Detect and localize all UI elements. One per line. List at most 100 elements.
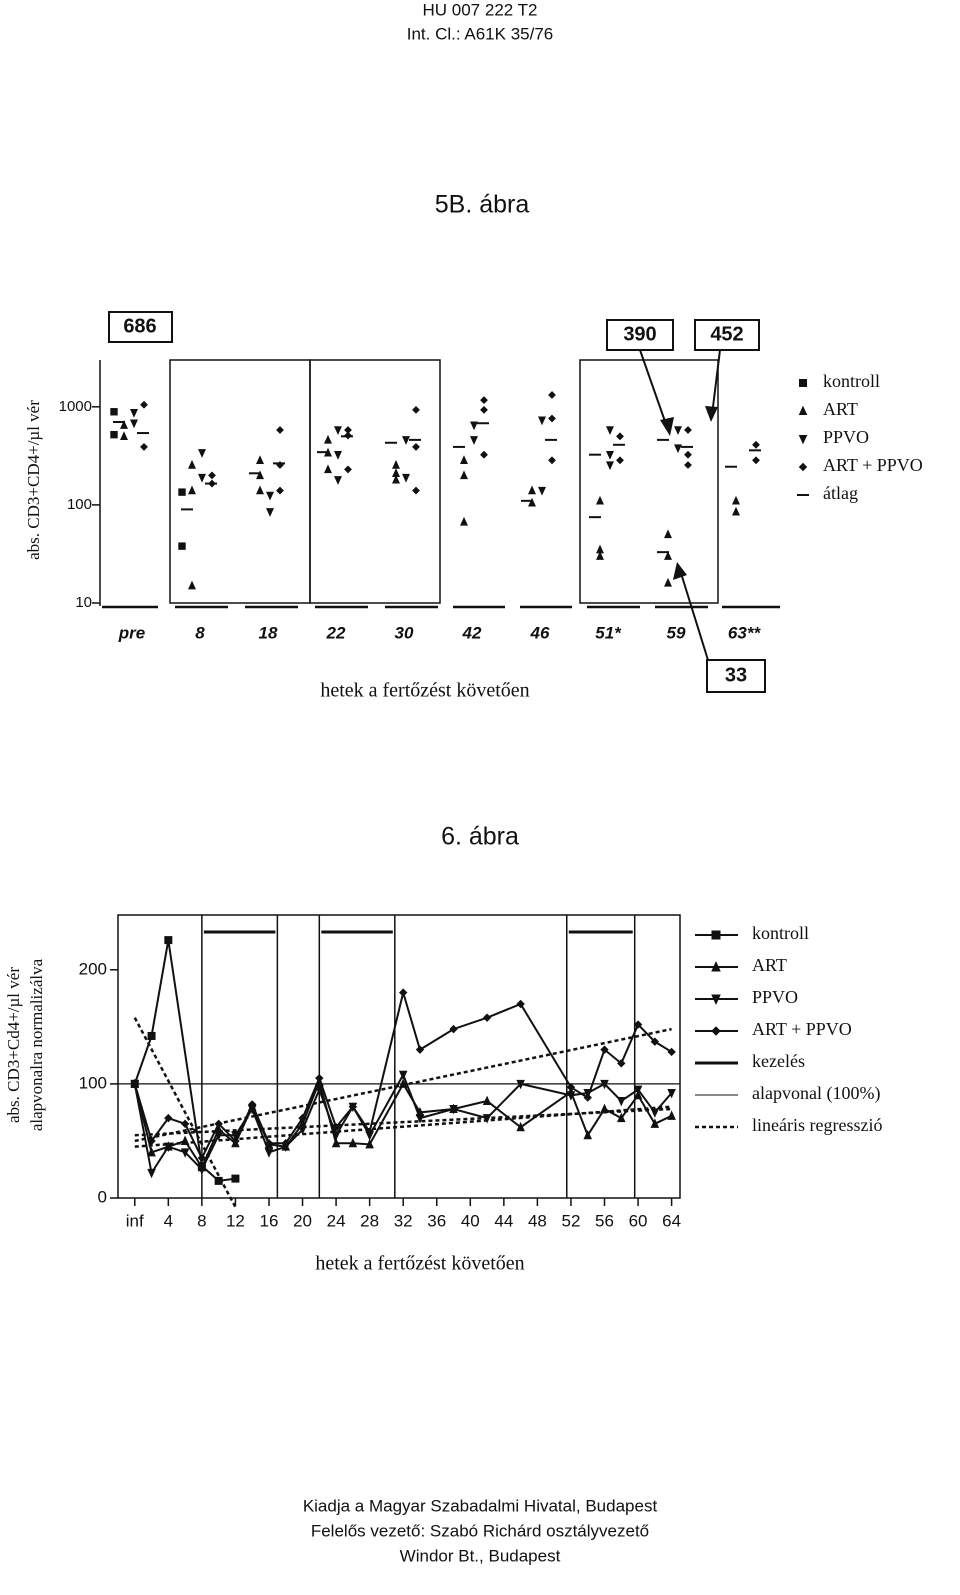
marker-triangle-up [392, 459, 400, 469]
x-tick-label: 59 [667, 623, 686, 642]
marker-square [231, 1174, 240, 1183]
marker-diamond [616, 456, 624, 465]
legend-label: átlag [823, 483, 858, 503]
marker-triangle-up [516, 1121, 525, 1132]
marker-triangle-down [164, 1142, 173, 1153]
marker-triangle-down [674, 426, 682, 436]
marker-triangle-down [606, 461, 614, 471]
x-tick-label: 18 [259, 623, 278, 642]
marker-diamond [164, 1113, 173, 1123]
x-axis-label: hetek a fertőzést követően [320, 680, 529, 702]
x-tick-label: 28 [360, 1211, 379, 1230]
marker-square [147, 1031, 156, 1040]
legend-label: PPVO [823, 427, 869, 447]
footer-line: Kiadja a Magyar Szabadalmi Hivatal, Buda… [303, 1496, 658, 1515]
marker-triangle-down [266, 491, 274, 501]
marker-diamond [331, 1123, 341, 1132]
marker-triangle-down [482, 1114, 492, 1124]
marker-diamond [147, 1136, 156, 1146]
marker-triangle-up [798, 405, 808, 415]
legend-label: lineáris regresszió [752, 1115, 882, 1135]
marker-diamond [276, 426, 284, 434]
marker-diamond [412, 486, 420, 495]
marker-diamond [600, 1045, 609, 1054]
marker-triangle-up [650, 1118, 660, 1128]
marker-triangle-down [334, 450, 342, 460]
marker-triangle-down [711, 994, 721, 1006]
arrow [711, 349, 721, 416]
marker-triangle-up [365, 1138, 374, 1149]
y-tick-label: 100 [79, 1073, 107, 1092]
marker-triangle-down [130, 419, 138, 429]
marker-triangle-down [606, 450, 614, 460]
x-tick-label: 22 [326, 623, 346, 642]
marker-triangle-down [633, 1085, 643, 1096]
marker-diamond [348, 1102, 358, 1111]
marker-square [164, 936, 173, 945]
x-tick-label: 46 [530, 623, 550, 642]
marker-diamond [248, 1100, 257, 1109]
marker-triangle-down [402, 436, 410, 445]
y-axis-label: abs. CD3+CD4+/µl vér [24, 400, 43, 560]
marker-triangle-up [188, 580, 196, 590]
marker-diamond [548, 391, 556, 399]
marker-triangle-down [198, 449, 206, 458]
x-tick-label: 60 [629, 1211, 648, 1230]
treatment-frames [99, 359, 719, 606]
marker-triangle-down [449, 1104, 458, 1115]
x-tick-label: 20 [293, 1211, 312, 1230]
treatment-frame [579, 359, 719, 604]
marker-diamond [180, 1119, 190, 1129]
regression-line [133, 1017, 237, 1208]
marker-triangle-up [664, 577, 672, 587]
marker-triangle-up [348, 1137, 358, 1148]
marker-triangle-up [460, 516, 468, 526]
marker-triangle-down [538, 486, 546, 496]
marker-diamond [197, 1153, 207, 1163]
marker-diamond [449, 1024, 458, 1034]
marker-triangle-down [331, 1131, 341, 1141]
marker-diamond [566, 1083, 576, 1092]
x-tick-label: 4 [164, 1211, 173, 1230]
marker-diamond [344, 465, 352, 474]
x-tick-label: pre [118, 623, 145, 642]
marker-triangle-down [538, 416, 546, 426]
legend-label: PPVO [752, 987, 798, 1007]
x-tick-label: 12 [226, 1211, 245, 1230]
marker-triangle-down [516, 1079, 525, 1090]
marker-diamond [633, 1020, 643, 1029]
marker-diamond [516, 999, 525, 1009]
marker-diamond [684, 461, 692, 469]
marker-triangle-up [324, 434, 332, 444]
x-axis-label: hetek a fertőzést követően [315, 1253, 524, 1275]
marker-diamond [231, 1136, 240, 1146]
y-axis-label: abs. CD3+Cd4+/µl vér [4, 967, 23, 1123]
marker-diamond [480, 405, 488, 414]
marker-triangle-down [334, 476, 342, 485]
marker-diamond [130, 1079, 139, 1089]
marker-diamond [298, 1113, 307, 1123]
marker-triangle-up [256, 485, 264, 495]
marker-triangle-down [130, 409, 138, 418]
regression-line [134, 1105, 672, 1148]
marker-triangle-down [650, 1108, 660, 1118]
marker-diamond [548, 456, 556, 465]
marker-triangle-up [256, 470, 264, 480]
marker-diamond [482, 1013, 492, 1022]
marker-square [178, 488, 186, 496]
annotation-box [694, 319, 760, 351]
marker-triangle-up [528, 485, 536, 495]
legend-label: kontroll [823, 371, 880, 391]
marker-triangle-up [460, 455, 468, 464]
marker-diamond [711, 1026, 721, 1036]
x-tick-label: 8 [195, 623, 205, 642]
marker-diamond [650, 1037, 660, 1046]
x-tick-label: 56 [595, 1211, 614, 1230]
footer-line: Felelős vezető: Szabó Richárd osztályvez… [311, 1521, 649, 1540]
marker-triangle-down [617, 1097, 626, 1107]
marker-diamond [667, 1047, 676, 1057]
arrowhead [673, 562, 687, 580]
marker-triangle-up [147, 1146, 156, 1157]
marker-triangle-up [188, 459, 196, 469]
footer-line: Windor Bt., Budapest [400, 1546, 561, 1565]
